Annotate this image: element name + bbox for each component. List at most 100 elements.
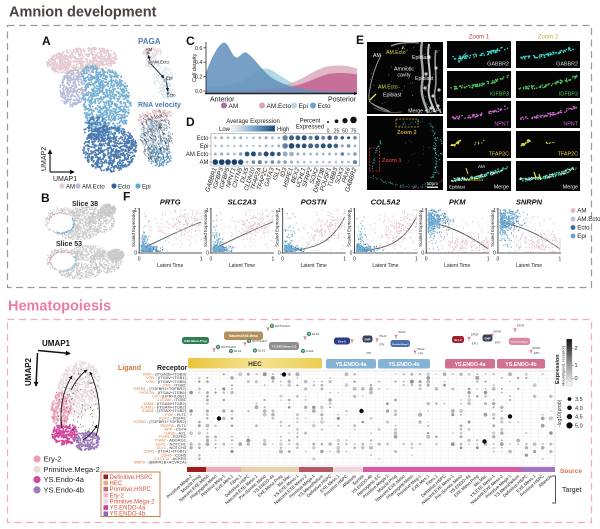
svg-text:EPOR: EPOR bbox=[494, 330, 501, 334]
svg-text:AM: AM bbox=[373, 53, 381, 59]
svg-text:Latent Time: Latent Time bbox=[229, 263, 255, 269]
svg-text:ICAM1 - (ITGAM+ITGB2): ICAM1 - (ITGAM+ITGB2) bbox=[141, 405, 187, 410]
svg-text:Nascent.EXE.Meso: Nascent.EXE.Meso bbox=[229, 334, 258, 338]
svg-text:Ery-2: Ery-2 bbox=[338, 339, 346, 343]
svg-text:0.2: 0.2 bbox=[195, 75, 203, 81]
svg-text:Merge + DAPI: Merge + DAPI bbox=[408, 109, 441, 115]
svg-text:Ligand: Ligand bbox=[118, 365, 141, 372]
svg-text:Percent: Percent bbox=[300, 119, 321, 125]
svg-text:Scaled Expression: Scaled Expression bbox=[131, 209, 136, 247]
svg-text:AM: AM bbox=[146, 47, 153, 52]
svg-text:1: 1 bbox=[206, 208, 209, 214]
svg-text:0: 0 bbox=[497, 257, 500, 263]
svg-text:Posterior: Posterior bbox=[328, 97, 357, 104]
svg-text:0: 0 bbox=[210, 257, 213, 263]
svg-text:DLK1: DLK1 bbox=[312, 332, 320, 336]
svg-text:D: D bbox=[186, 115, 195, 129]
svg-text:YS.ENDO-4a: YS.ENDO-4a bbox=[110, 506, 146, 512]
svg-text:NOTCH1/3: NOTCH1/3 bbox=[221, 345, 236, 349]
svg-text:SOX2: SOX2 bbox=[309, 166, 321, 184]
svg-text:VTN - (ITGAV+ITGB1): VTN - (ITGAV+ITGB1) bbox=[146, 375, 186, 380]
svg-text:EPO: EPO bbox=[472, 342, 477, 346]
svg-text:JAM3 - (ITGAM+ITGB2): JAM3 - (ITGAM+ITGB2) bbox=[143, 401, 187, 406]
svg-text:EPOR: EPOR bbox=[471, 333, 478, 337]
svg-text:DLK1: DLK1 bbox=[258, 349, 266, 353]
svg-text:AM: AM bbox=[229, 103, 239, 110]
svg-text:EPO: EPO bbox=[495, 341, 500, 345]
svg-text:AM.Ecto: AM.Ecto bbox=[577, 216, 600, 223]
svg-text:EXE.Meso.Prog: EXE.Meso.Prog bbox=[184, 339, 206, 343]
svg-text:0.4: 0.4 bbox=[195, 60, 203, 66]
svg-text:AM: AM bbox=[200, 160, 209, 166]
svg-text:50µm: 50µm bbox=[427, 181, 439, 186]
svg-text:FGF2 - FGFR1: FGF2 - FGFR1 bbox=[159, 416, 187, 421]
svg-text:Ery-2: Ery-2 bbox=[455, 338, 462, 342]
svg-text:Scaled Expression: Scaled Expression bbox=[418, 209, 423, 247]
svg-text:GABBR2: GABBR2 bbox=[487, 62, 509, 68]
svg-text:APP - CD74: APP - CD74 bbox=[164, 427, 186, 432]
svg-text:3.5: 3.5 bbox=[575, 397, 583, 403]
svg-text:25: 25 bbox=[334, 129, 340, 135]
svg-text:SLC2A3: SLC2A3 bbox=[228, 198, 258, 207]
svg-text:Expressed: Expressed bbox=[296, 125, 324, 131]
svg-text:NOTCH1/3: NOTCH1/3 bbox=[252, 339, 267, 343]
svg-text:1: 1 bbox=[421, 208, 424, 214]
svg-text:Ecto: Ecto bbox=[318, 103, 331, 110]
svg-text:ITGAV: ITGAV bbox=[398, 330, 406, 334]
svg-text:POSTN - (ITGAV+ITGB5): POSTN - (ITGAV+ITGB5) bbox=[140, 390, 186, 395]
svg-text:ISL1: ISL1 bbox=[272, 167, 283, 181]
svg-text:Zoom 1: Zoom 1 bbox=[382, 158, 402, 164]
svg-text:VWF - (ITGA2B+ITGB3): VWF - (ITGA2B+ITGB3) bbox=[143, 371, 187, 376]
svg-text:Primitive.Mega-2: Primitive.Mega-2 bbox=[392, 343, 409, 346]
svg-text:0: 0 bbox=[278, 251, 281, 257]
svg-text:Zoom 1: Zoom 1 bbox=[469, 35, 490, 41]
svg-text:Definitive.HSPC: Definitive.HSPC bbox=[110, 475, 154, 481]
svg-text:HEC: HEC bbox=[110, 481, 123, 487]
svg-text:GABBR2: GABBR2 bbox=[556, 62, 578, 68]
svg-text:Epiblast: Epiblast bbox=[412, 55, 431, 61]
svg-text:Primitive.HSPC: Primitive.HSPC bbox=[110, 487, 152, 493]
svg-text:Epi: Epi bbox=[166, 76, 173, 81]
svg-text:Hematopoiesis: Hematopoiesis bbox=[8, 299, 111, 315]
svg-text:Scaled Expression: Scaled Expression bbox=[490, 209, 495, 247]
svg-text:VTN - (ITGAV+ITGB5): VTN - (ITGAV+ITGB5) bbox=[146, 379, 186, 384]
svg-text:TGFB1 - (TGFBR1+TGFBR2): TGFB1 - (TGFBR1+TGFBR2) bbox=[133, 386, 187, 391]
svg-text:B: B bbox=[41, 191, 50, 205]
svg-text:1: 1 bbox=[350, 208, 353, 214]
svg-text:High: High bbox=[277, 127, 289, 133]
svg-text:AM.Ecto: AM.Ecto bbox=[82, 184, 105, 190]
svg-text:PRTG: PRTG bbox=[160, 198, 181, 207]
svg-text:VTN: VTN bbox=[366, 351, 371, 355]
svg-text:YS.ENDO-4a: YS.ENDO-4a bbox=[336, 362, 367, 368]
svg-text:1: 1 bbox=[278, 208, 281, 214]
svg-text:POSTN: POSTN bbox=[301, 198, 327, 207]
svg-text:Merge: Merge bbox=[494, 185, 509, 191]
svg-text:CDH1 - (ITGA1+ITGB1): CDH1 - (ITGA1+ITGB1) bbox=[143, 449, 186, 454]
svg-text:AM: AM bbox=[577, 208, 586, 215]
svg-text:Amnion development: Amnion development bbox=[9, 5, 157, 21]
svg-text:CDH5 - CDH5: CDH5 - CDH5 bbox=[161, 452, 187, 457]
svg-text:Epiblast: Epiblast bbox=[415, 76, 434, 82]
svg-text:Latent Time: Latent Time bbox=[444, 263, 470, 269]
svg-text:Anterior: Anterior bbox=[210, 97, 235, 104]
svg-text:SOX3: SOX3 bbox=[334, 166, 346, 184]
svg-text:Primitive.Mega-2: Primitive.Mega-2 bbox=[110, 499, 156, 505]
svg-text:Zoom 2: Zoom 2 bbox=[397, 130, 417, 136]
svg-text:Epi: Epi bbox=[299, 103, 308, 110]
svg-text:F: F bbox=[123, 190, 130, 204]
svg-text:1: 1 bbox=[493, 208, 496, 214]
svg-text:EMP: EMP bbox=[484, 336, 490, 340]
svg-text:EPOR: EPOR bbox=[533, 346, 540, 350]
svg-text:Merge: Merge bbox=[563, 185, 578, 191]
svg-text:0: 0 bbox=[493, 251, 496, 257]
svg-text:Latent Time: Latent Time bbox=[372, 263, 398, 269]
svg-text:PAGA: PAGA bbox=[138, 37, 161, 46]
svg-text:5.0: 5.0 bbox=[575, 423, 583, 429]
svg-text:Ery-2: Ery-2 bbox=[44, 455, 62, 464]
svg-text:Epi: Epi bbox=[577, 233, 586, 240]
svg-text:IGFBP3: IGFBP3 bbox=[559, 92, 578, 98]
svg-text:Scaled Expression: Scaled Expression bbox=[346, 209, 351, 247]
svg-text:NPNT: NPNT bbox=[494, 122, 509, 128]
svg-text:Average Expression: Average Expression bbox=[226, 119, 280, 125]
svg-text:VTN: VTN bbox=[418, 352, 423, 356]
